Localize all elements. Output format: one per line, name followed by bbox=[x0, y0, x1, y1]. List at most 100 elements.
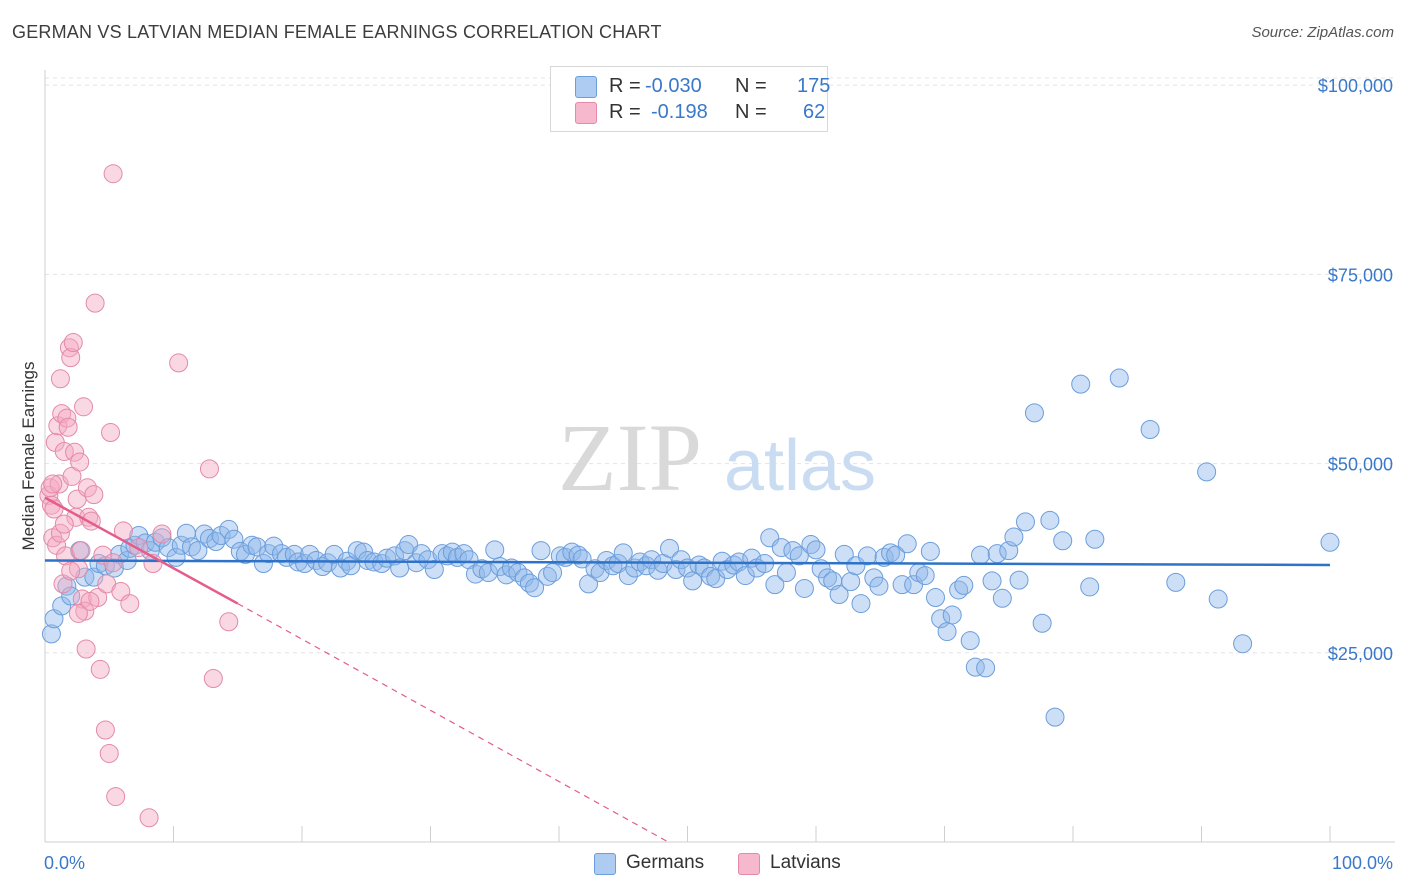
y-tick-label: $100,000 bbox=[1318, 76, 1393, 96]
german-point bbox=[806, 540, 826, 560]
german-point bbox=[735, 566, 755, 586]
german-point bbox=[829, 585, 849, 605]
german-point bbox=[613, 543, 633, 563]
german-point bbox=[915, 566, 935, 586]
german-point bbox=[181, 537, 201, 557]
y-axis-title: Median Female Earnings bbox=[19, 362, 38, 551]
german-point bbox=[660, 538, 680, 558]
german-point bbox=[794, 578, 814, 598]
german-point bbox=[188, 541, 208, 561]
axis-labels: $25,000 $50,000 $75,000 $100,000 0.0% 100.0% M… bbox=[19, 76, 1393, 873]
latvian-point bbox=[68, 603, 88, 623]
latvian-point bbox=[95, 720, 115, 740]
legend-r-label: R = bbox=[609, 101, 641, 123]
legend-r-label: R = bbox=[609, 75, 641, 97]
german-point bbox=[1233, 634, 1253, 654]
german-point bbox=[543, 563, 563, 583]
german-point bbox=[211, 525, 231, 545]
german-point bbox=[61, 586, 81, 606]
legend-n-label: N = bbox=[735, 75, 767, 97]
german-point bbox=[765, 575, 785, 595]
german-point bbox=[385, 546, 405, 566]
latvian-point bbox=[152, 524, 172, 544]
german-point bbox=[1071, 374, 1091, 394]
x-tick-label: 100.0% bbox=[1332, 853, 1393, 873]
german-point bbox=[1085, 529, 1105, 549]
legend-n-label: N = bbox=[735, 101, 767, 123]
german-point bbox=[926, 588, 946, 608]
legend-swatch-germans bbox=[575, 76, 597, 98]
german-point bbox=[982, 571, 1002, 591]
legend-n-value: 62 bbox=[803, 101, 826, 123]
german-point bbox=[264, 536, 284, 556]
data-points bbox=[39, 164, 1340, 828]
latvian-trend-line bbox=[44, 496, 239, 605]
german-point bbox=[783, 541, 803, 561]
latvian-point bbox=[99, 743, 119, 763]
watermark-atlas: atlas bbox=[724, 426, 876, 506]
german-point bbox=[636, 556, 656, 576]
german-point bbox=[1197, 462, 1217, 482]
german-point bbox=[1040, 510, 1060, 530]
latvian-trend-extension bbox=[237, 603, 669, 843]
german-point bbox=[965, 657, 985, 677]
german-point bbox=[1140, 420, 1160, 440]
german-point bbox=[1004, 527, 1024, 547]
german-point bbox=[801, 535, 821, 555]
latvian-point bbox=[103, 164, 123, 184]
axes bbox=[44, 70, 1395, 843]
german-trend-line bbox=[44, 559, 1331, 567]
latvian-point bbox=[63, 332, 83, 352]
german-point bbox=[1320, 532, 1340, 552]
german-point bbox=[869, 576, 889, 596]
german-point bbox=[1015, 512, 1035, 532]
latvian-point bbox=[80, 591, 100, 611]
watermark-zip: ZIP bbox=[558, 404, 702, 511]
latvian-point bbox=[50, 369, 70, 389]
german-point bbox=[1208, 589, 1228, 609]
latvian-point bbox=[203, 669, 223, 689]
latvian-point bbox=[71, 541, 91, 561]
german-point bbox=[920, 541, 940, 561]
latvian-point bbox=[90, 659, 110, 679]
german-point bbox=[347, 541, 367, 561]
german-point bbox=[954, 575, 974, 595]
latvian-point bbox=[58, 417, 78, 437]
latvian-point bbox=[54, 441, 74, 461]
latvian-point bbox=[76, 639, 96, 659]
bottom-swatch-germans bbox=[594, 853, 616, 875]
latvian-point bbox=[74, 397, 94, 417]
german-point bbox=[771, 538, 791, 558]
german-point bbox=[1045, 707, 1065, 727]
legend-r-value: -0.030 bbox=[645, 75, 702, 97]
bottom-swatch-latvians bbox=[738, 853, 760, 875]
latvian-point bbox=[169, 353, 189, 373]
german-point bbox=[437, 546, 457, 566]
correlation-legend: R = -0.030 N = 175 R = -0.198 N = 62 bbox=[550, 66, 830, 132]
german-point bbox=[219, 519, 239, 539]
latvian-point bbox=[61, 348, 81, 368]
trend-lines bbox=[44, 496, 1331, 843]
bottom-legend-label: Latvians bbox=[770, 852, 841, 873]
latvian-point bbox=[219, 612, 239, 632]
german-point bbox=[789, 546, 809, 566]
german-point bbox=[701, 566, 721, 586]
german-point bbox=[1053, 531, 1073, 551]
latvian-point bbox=[61, 561, 81, 581]
german-point bbox=[818, 568, 838, 588]
german-point bbox=[1024, 403, 1044, 423]
legend-r-value: -0.198 bbox=[651, 101, 708, 123]
x-tick-label: 0.0% bbox=[44, 853, 85, 873]
latvian-point bbox=[70, 452, 90, 472]
german-point bbox=[881, 543, 901, 563]
y-tick-label: $25,000 bbox=[1328, 644, 1393, 664]
german-point bbox=[841, 572, 861, 592]
german-point bbox=[857, 546, 877, 566]
latvian-point bbox=[65, 442, 85, 462]
german-point bbox=[537, 566, 557, 586]
german-point bbox=[395, 541, 415, 561]
latvian-point bbox=[106, 787, 126, 807]
german-point bbox=[597, 550, 617, 570]
german-point bbox=[937, 622, 957, 642]
y-tick-label: $75,000 bbox=[1328, 265, 1393, 285]
